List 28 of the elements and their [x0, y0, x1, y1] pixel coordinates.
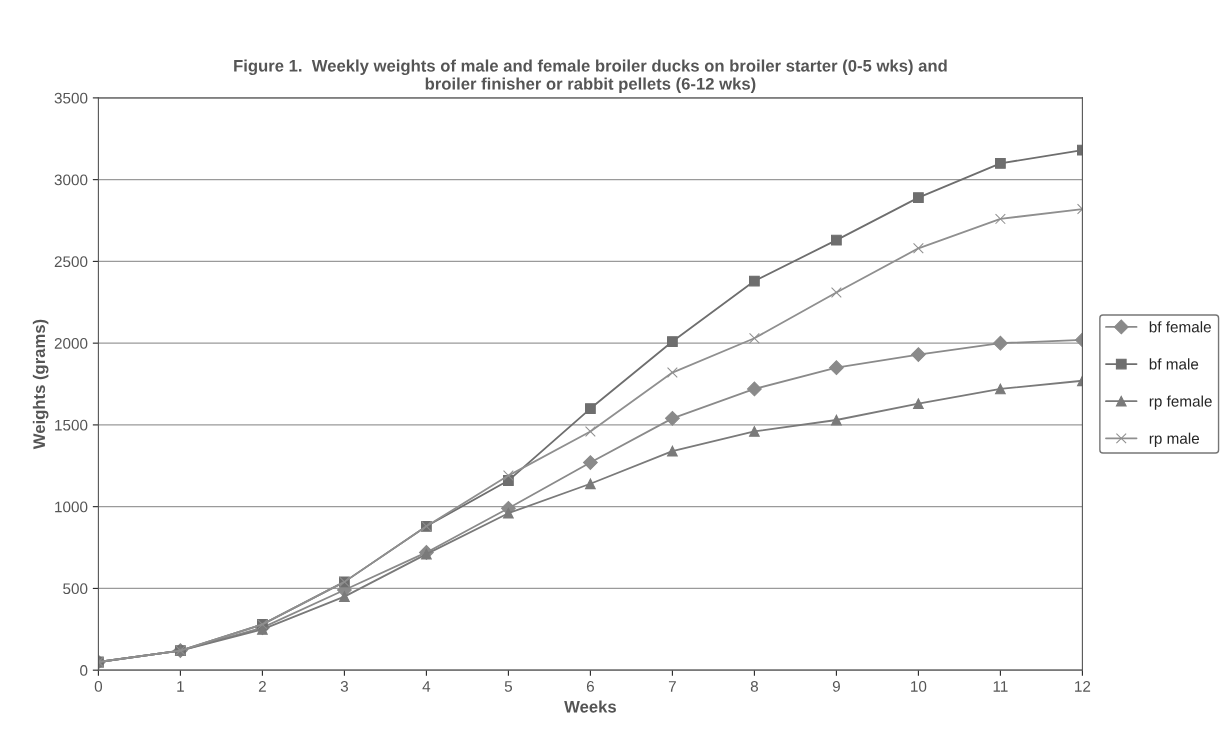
x-tick-label: 0 — [94, 680, 103, 692]
x-tick-label: 9 — [832, 680, 840, 692]
x-tick-label: 11 — [993, 681, 1008, 692]
x-tick-label: 12 — [1075, 680, 1091, 692]
legend-label: bf female — [1149, 321, 1211, 333]
legend-label: rp male — [1149, 432, 1200, 447]
chart-title: Figure 1. Weekly weights of male and female broiler ducks on broiler starter (0-5 wks) and broiler finisher or rabbit pellets (6-12 wks) — [234, 59, 947, 94]
y-tick-label: 500 — [63, 583, 88, 595]
x-tick-label: 4 — [422, 681, 431, 692]
x-tick-label: 7 — [668, 681, 676, 692]
legend-label: rp female — [1149, 395, 1212, 410]
x-tick-label: 6 — [586, 680, 594, 692]
y-tick-label: 1500 — [55, 419, 88, 431]
x-tick-label: 1 — [177, 681, 184, 692]
x-axis-title: Weeks — [564, 700, 616, 713]
y-tick-label: 0 — [80, 665, 88, 676]
x-tick-label: 10 — [911, 680, 927, 692]
x-tick-label: 3 — [340, 680, 348, 692]
x-tick-label: 2 — [258, 680, 266, 692]
x-tick-label: 5 — [504, 681, 513, 692]
y-tick-label: 3000 — [54, 174, 88, 186]
y-tick-label: 3500 — [54, 92, 88, 104]
x-tick-label: 8 — [750, 680, 758, 692]
y-tick-label: 2000 — [54, 338, 88, 349]
legend-label: bf male — [1149, 358, 1199, 370]
y-tick-label: 1000 — [55, 501, 88, 513]
y-axis-title: Weights (grams) — [32, 319, 49, 450]
y-tick-label: 2500 — [54, 256, 88, 268]
